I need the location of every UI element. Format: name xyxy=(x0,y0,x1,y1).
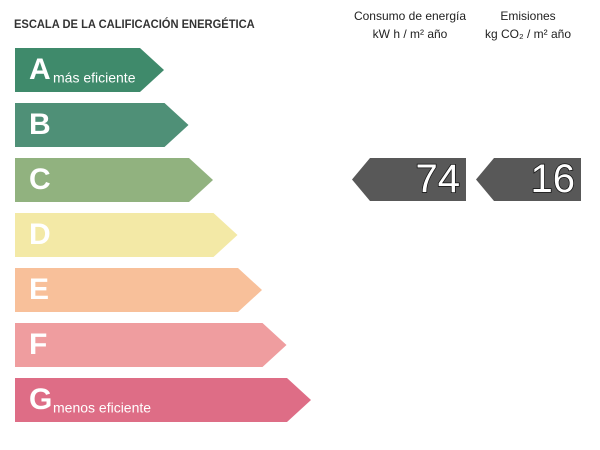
rating-letter: C xyxy=(29,163,51,196)
rating-arrow xyxy=(15,48,164,92)
indicator-value: 16 xyxy=(531,157,576,201)
rating-letter: G xyxy=(29,383,52,416)
rating-letter: A xyxy=(29,53,51,86)
rating-arrow xyxy=(15,103,189,147)
rating-arrow xyxy=(15,158,213,202)
indicator-value: 74 xyxy=(416,157,461,201)
rating-arrow xyxy=(15,323,287,367)
rating-letter: D xyxy=(29,218,51,251)
rating-letter: B xyxy=(29,108,51,141)
column-unit: kW h / m² año xyxy=(373,27,448,41)
rating-label: menos eficiente xyxy=(53,400,151,416)
column-heading: Consumo de energía xyxy=(354,9,466,23)
value-indicator xyxy=(352,158,466,201)
value-indicator xyxy=(476,158,581,201)
rating-letter: E xyxy=(29,273,49,306)
column-unit: kg CO₂ / m² año xyxy=(485,27,571,41)
rating-arrow xyxy=(15,268,262,312)
rating-arrow xyxy=(15,213,238,257)
rating-arrow xyxy=(15,378,311,422)
column-heading: Emisiones xyxy=(500,9,555,23)
rating-label: más eficiente xyxy=(53,70,136,86)
title: ESCALA DE LA CALIFICACIÓN ENERGÉTICA xyxy=(14,18,255,31)
rating-letter: F xyxy=(29,328,47,361)
